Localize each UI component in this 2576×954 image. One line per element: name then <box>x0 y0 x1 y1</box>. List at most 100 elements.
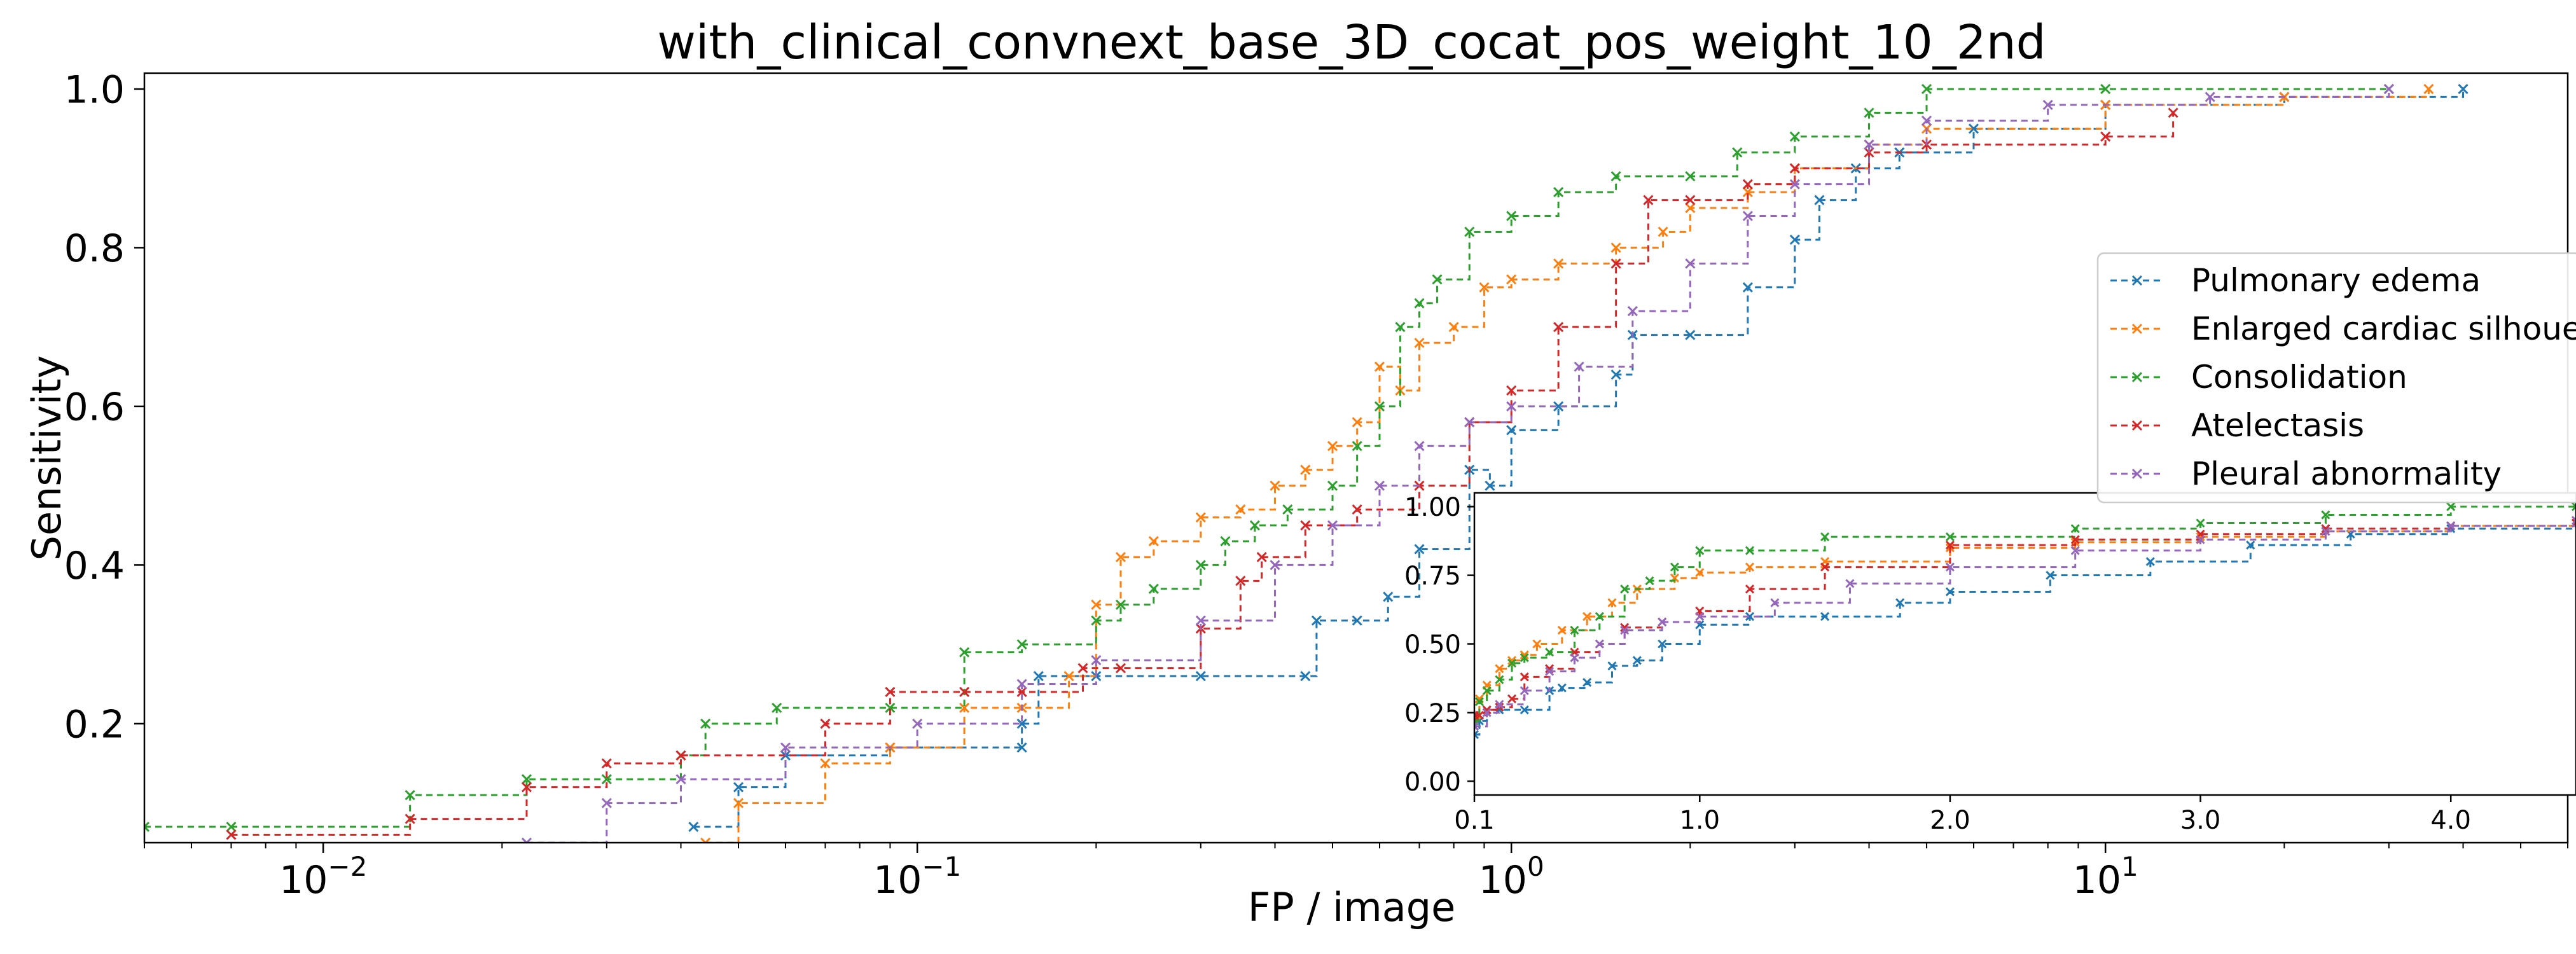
inset-data-point-pleural-abnormality <box>1770 598 1780 607</box>
inset-data-point-consolidation <box>1645 576 1654 586</box>
inset-data-point-pleural-abnormality <box>1845 579 1855 588</box>
data-point-pleural-abnormality <box>1506 401 1517 411</box>
inset-data-point-enlarged-cardiac-silhouette <box>1495 664 1504 674</box>
inset-data-point-pleural-abnormality <box>1482 708 1492 717</box>
data-point-consolidation <box>772 702 782 714</box>
data-point-consolidation <box>1610 171 1621 182</box>
data-point-consolidation <box>1195 560 1206 570</box>
data-point-atelectasis <box>405 813 415 824</box>
data-point-enlarged-cardiac-silhouette <box>1658 226 1668 237</box>
data-point-consolidation <box>521 774 532 785</box>
data-point-pulmonary-edema <box>1485 480 1495 491</box>
inset-data-point-pleural-abnormality <box>1620 625 1630 635</box>
data-point-atelectasis <box>1742 179 1753 190</box>
data-point-consolidation <box>700 718 711 729</box>
data-point-pleural-abnormality <box>1464 417 1475 427</box>
legend-marker-pulmonary-edema <box>2131 275 2143 286</box>
inset-data-point-consolidation <box>1520 653 1529 663</box>
inset-data-point-consolidation <box>1595 612 1604 621</box>
data-point-pulmonary-edema <box>1016 742 1027 753</box>
data-point-pleural-abnormality <box>2205 92 2215 102</box>
inset-plot-area: 0.1 1.0 2.0 3.0 4.0 0.00 0.25 0.50 0.75 1.00 <box>1404 492 2576 835</box>
data-point-pleural-abnormality <box>601 798 612 808</box>
inset-data-point-pleural-abnormality <box>1658 617 1667 627</box>
data-point-atelectasis <box>1643 195 1654 205</box>
data-point-atelectasis <box>601 758 612 769</box>
data-point-consolidation <box>1352 441 1362 452</box>
legend-label-pleural-abnormality: Pleural abnormality <box>2191 455 2502 492</box>
legend-marker-consolidation <box>2131 371 2143 383</box>
data-point-pulmonary-edema <box>733 782 744 792</box>
inset-data-point-atelectasis <box>1482 705 1492 715</box>
inset-data-point-pulmonary-edema <box>1582 677 1592 688</box>
inset-data-point-pleural-abnormality <box>1570 653 1579 663</box>
inset-series-line-pleural-abnormality <box>1474 520 2576 728</box>
data-point-pleural-abnormality <box>1091 655 1102 666</box>
data-point-atelectasis <box>2168 107 2178 118</box>
inset-series-line-pulmonary-edema <box>1474 523 2576 736</box>
data-point-pleural-abnormality <box>2383 83 2394 95</box>
data-point-atelectasis <box>1256 551 1267 562</box>
data-point-enlarged-cardiac-silhouette <box>700 837 711 843</box>
inset-data-point-consolidation <box>1495 675 1504 684</box>
legend-label-consolidation: Consolidation <box>2191 359 2407 396</box>
x-tick-exponent: 1 <box>2121 851 2138 882</box>
legend: Pulmonary edema Enlarged cardiac silhouet… <box>2096 252 2576 504</box>
data-point-pulmonary-edema <box>1685 329 1696 340</box>
y-tick-label: 0.8 <box>64 226 125 271</box>
data-point-atelectasis <box>1610 258 1621 269</box>
data-point-enlarged-cardiac-silhouette <box>1374 361 1385 372</box>
data-point-pleural-abnormality <box>1327 520 1338 531</box>
data-point-pleural-abnormality <box>1414 441 1425 452</box>
legend-frame <box>2096 252 2576 504</box>
data-point-pleural-abnormality <box>1016 679 1027 689</box>
data-point-pulmonary-edema <box>1016 718 1027 729</box>
data-point-pulmonary-edema <box>1033 670 1044 682</box>
data-point-pleural-abnormality <box>912 718 923 729</box>
inset-data-point-consolidation <box>2070 524 2080 534</box>
legend-label-atelectasis: Atelectasis <box>2191 407 2364 444</box>
inset-x-tick-label: 2.0 <box>1930 806 1970 835</box>
data-point-atelectasis <box>885 686 896 698</box>
data-point-enlarged-cardiac-silhouette <box>1685 203 1696 214</box>
inset-data-point-pleural-abnormality <box>2446 521 2456 530</box>
data-point-consolidation <box>1395 322 1406 333</box>
inset-data-point-enlarged-cardiac-silhouette <box>1520 650 1529 660</box>
data-point-atelectasis <box>1789 163 1800 174</box>
inset-data-point-atelectasis <box>1945 540 1955 550</box>
inset-data-point-pleural-abnormality <box>1495 700 1504 709</box>
data-point-enlarged-cardiac-silhouette <box>1195 512 1206 523</box>
inset-data-point-pulmonary-edema <box>1945 587 1955 597</box>
inset-data-point-consolidation <box>1820 532 1830 542</box>
x-axis-label: FP / image <box>1248 884 1455 930</box>
data-point-pulmonary-edema <box>1506 425 1517 436</box>
data-point-enlarged-cardiac-silhouette <box>1091 599 1102 610</box>
legend-marker-pleural-abnormality <box>2131 468 2143 480</box>
data-point-consolidation <box>144 821 150 833</box>
data-point-consolidation <box>1091 615 1102 626</box>
inset-y-tick-label: 1.00 <box>1404 493 1461 522</box>
inset-data-point-pleural-abnormality <box>2321 527 2330 536</box>
data-point-enlarged-cardiac-silhouette <box>959 702 970 714</box>
x-tick-exponent: 0 <box>1527 851 1544 882</box>
inset-data-point-enlarged-cardiac-silhouette <box>1557 625 1567 635</box>
data-point-atelectasis <box>2100 131 2111 142</box>
inset-y-tick-label: 0.25 <box>1404 699 1461 728</box>
inset-data-point-pleural-abnormality <box>1595 639 1604 649</box>
inset-data-point-consolidation <box>2571 502 2576 511</box>
inset-data-point-pulmonary-edema <box>2145 556 2155 567</box>
data-point-pulmonary-edema <box>1742 282 1753 293</box>
data-point-pleural-abnormality <box>1374 480 1385 491</box>
inset-data-point-pulmonary-edema <box>1607 661 1617 671</box>
y-tick-label: 1.0 <box>64 68 125 113</box>
inset-data-point-pulmonary-edema <box>1895 598 1905 607</box>
series-line-pleural-abnormality <box>526 88 2390 843</box>
data-point-pleural-abnormality <box>780 742 791 753</box>
inset-data-point-atelectasis <box>1820 562 1830 572</box>
data-point-enlarged-cardiac-silhouette <box>1414 338 1425 349</box>
data-point-consolidation <box>1789 131 1800 142</box>
data-point-consolidation <box>1220 536 1231 547</box>
data-point-pleural-abnormality <box>1195 615 1206 626</box>
legend-marker-enlarged-cardiac-silhouette <box>2131 323 2143 335</box>
